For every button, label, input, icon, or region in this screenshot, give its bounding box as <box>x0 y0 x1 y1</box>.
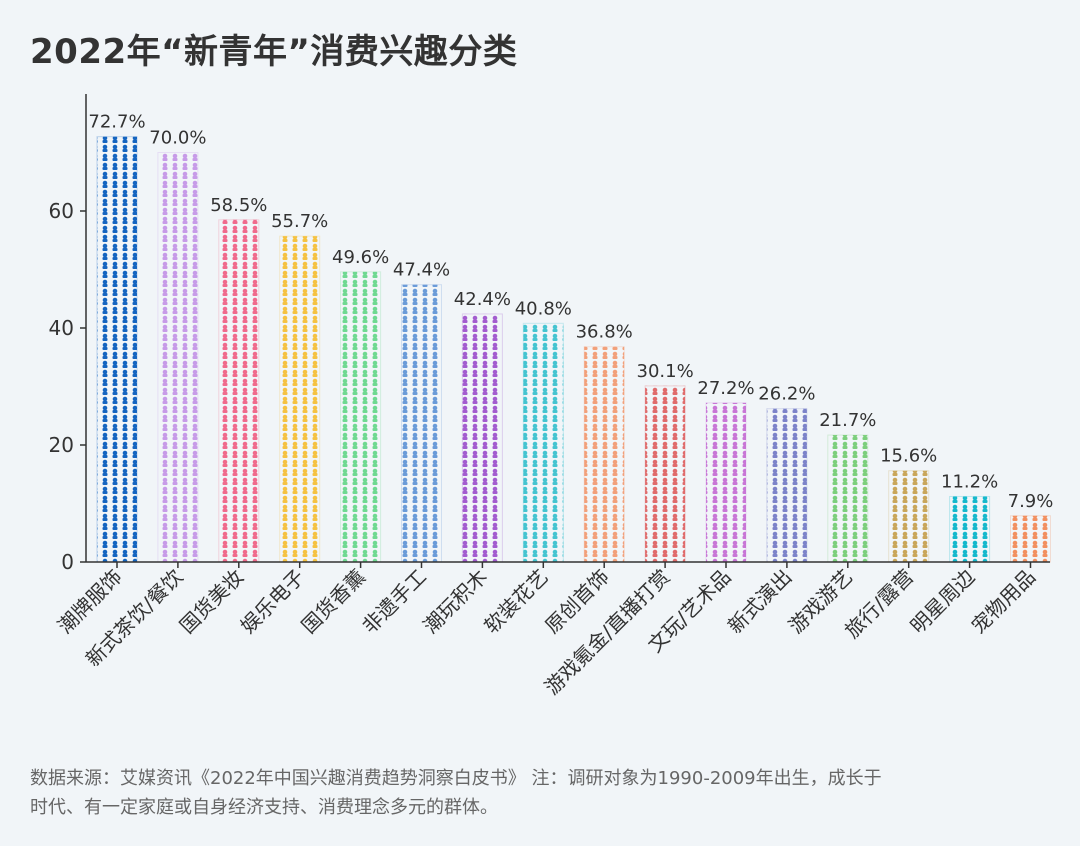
value-label-2: 70.0% <box>149 128 206 149</box>
value-label-7: 42.4% <box>454 289 511 310</box>
footnote-line-1: 数据来源：艾媒资讯《2022年中国兴趣消费趋势洞察白皮书》 注：调研对象为199… <box>30 768 882 789</box>
bar-16 <box>1010 515 1051 563</box>
bar-11 <box>705 402 747 563</box>
bar-7 <box>461 313 503 563</box>
value-label-8: 40.8% <box>515 298 572 319</box>
y-tick-label-60: 60 <box>49 199 74 223</box>
value-label-13: 21.7% <box>819 410 876 431</box>
value-label-3: 58.5% <box>210 195 267 216</box>
category-label-4: 娱乐电子 <box>236 565 310 639</box>
bar-8 <box>522 322 564 563</box>
value-label-1: 72.7% <box>88 112 145 133</box>
bar-1 <box>96 136 138 563</box>
bar-12 <box>766 408 808 563</box>
value-label-14: 15.6% <box>880 446 937 467</box>
value-label-9: 36.8% <box>576 322 633 343</box>
bar-15 <box>949 495 991 563</box>
footnote: 数据来源：艾媒资讯《2022年中国兴趣消费趋势洞察白皮书》 注：调研对象为199… <box>30 764 1030 822</box>
bar-6 <box>401 284 442 563</box>
value-label-11: 27.2% <box>697 378 754 399</box>
category-label-8: 软装花艺 <box>479 565 553 639</box>
page-title: 2022年“新青年”消费兴趣分类 <box>30 32 518 72</box>
category-label-5: 国货香薰 <box>297 565 371 639</box>
value-label-10: 30.1% <box>637 361 694 382</box>
bar-13 <box>827 434 869 563</box>
value-label-12: 26.2% <box>758 384 815 405</box>
category-label-15: 明星周边 <box>906 565 980 639</box>
bar-14 <box>888 470 930 563</box>
y-tick-label-20: 20 <box>49 433 74 457</box>
category-label-3: 国货美妆 <box>175 565 249 639</box>
chart: 72.7%潮牌服饰70.0%新式茶饮/餐饮58.5%国货美妆55.7%娱乐电子4… <box>49 94 1054 699</box>
bar-5 <box>340 271 382 563</box>
bar-2 <box>157 152 199 563</box>
category-label-12: 新式演出 <box>723 565 797 639</box>
value-label-4: 55.7% <box>271 211 328 232</box>
bar-4 <box>279 235 321 563</box>
category-label-16: 宠物用品 <box>966 565 1040 639</box>
value-label-15: 11.2% <box>941 471 998 492</box>
footnote-line-2: 时代、有一定家庭或自身经济支持、消费理念多元的群体。 <box>30 797 498 818</box>
y-tick-label-40: 40 <box>49 316 74 340</box>
bar-3 <box>218 219 260 563</box>
category-label-6: 非遗手工 <box>357 565 431 639</box>
axes-group <box>80 94 1050 568</box>
value-label-16: 7.9% <box>1008 491 1054 512</box>
bar-10 <box>644 385 686 563</box>
value-label-6: 47.4% <box>393 260 450 281</box>
bar-9 <box>583 346 625 563</box>
bars-group <box>96 136 1051 563</box>
y-tick-label-0: 0 <box>61 550 74 574</box>
value-label-5: 49.6% <box>332 247 389 268</box>
category-label-7: 潮玩积木 <box>418 565 492 639</box>
